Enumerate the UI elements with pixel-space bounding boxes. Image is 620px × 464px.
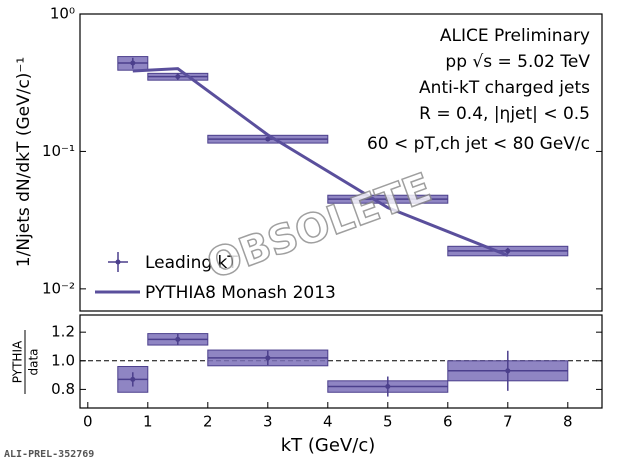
x-tick-label: 3 [263, 413, 273, 431]
annotation: 60 < pT,ch jet < 80 GeV/c [367, 134, 590, 154]
y-tick-label: 1.2 [51, 323, 75, 341]
y-axis-label: PYTHIA [11, 340, 25, 383]
x-axis-label: kT (GeV/c) [281, 435, 375, 456]
y-tick-label: 1.0 [51, 351, 75, 369]
plot-frame [79, 314, 603, 409]
data-point [265, 355, 271, 361]
y-tick-label: 10⁰ [50, 5, 75, 23]
legend-label: PYTHIA8 Monash 2013 [145, 283, 336, 303]
annotation: Anti-kT charged jets [419, 78, 590, 98]
y-axis-label: data [27, 348, 41, 375]
annotation: ALICE Preliminary [440, 26, 590, 46]
footer: ALI-PREL-352769 [4, 449, 94, 460]
data-point [175, 336, 181, 342]
model-line [132, 67, 509, 257]
y-tick-label: 0.8 [51, 380, 75, 398]
x-tick-label: 4 [323, 413, 333, 431]
x-tick-label: 1 [143, 413, 153, 431]
x-tick-label: 2 [203, 413, 213, 431]
legend-marker [115, 259, 121, 265]
x-tick-label: 8 [563, 413, 573, 431]
data-point [505, 368, 511, 374]
x-tick-label: 5 [383, 413, 393, 431]
data-point [130, 60, 136, 66]
data-point [265, 136, 271, 142]
data-point [385, 196, 391, 202]
y-axis-label: 1/Njets dN/dkT (GeV/c)⁻¹ [14, 57, 34, 267]
plot-frame [79, 13, 603, 312]
x-tick-label: 7 [503, 413, 513, 431]
legend-label: Leading kT [145, 253, 238, 273]
data-point [130, 376, 136, 382]
data-point [175, 74, 181, 80]
annotation: R = 0.4, |ηjet| < 0.5 [419, 104, 590, 124]
data-point [505, 248, 511, 254]
y-tick-label: 10⁻² [42, 279, 75, 297]
y-tick-label: 10⁻¹ [42, 142, 75, 160]
annotation: pp √s = 5.02 TeV [445, 52, 590, 72]
watermark: OBSOLETE [201, 165, 437, 289]
x-tick-label: 6 [443, 413, 453, 431]
x-tick-label: 0 [83, 413, 93, 431]
data-point [385, 384, 391, 390]
